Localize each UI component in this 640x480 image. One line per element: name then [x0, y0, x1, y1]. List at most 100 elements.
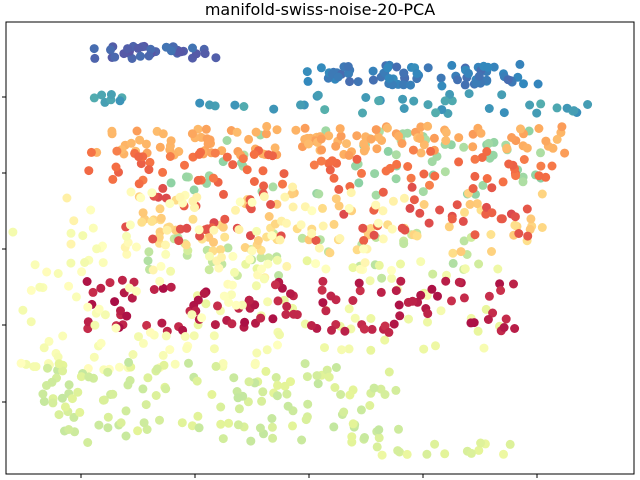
- data-point: [116, 306, 125, 316]
- data-point: [399, 80, 409, 90]
- data-point: [187, 310, 197, 320]
- data-point: [247, 246, 257, 256]
- data-point: [340, 326, 350, 336]
- data-point: [448, 258, 458, 268]
- data-point: [533, 79, 543, 89]
- data-point: [263, 259, 273, 269]
- data-point: [182, 344, 192, 354]
- data-point: [201, 124, 211, 134]
- data-point: [227, 290, 236, 300]
- data-point: [90, 53, 100, 63]
- data-point: [244, 377, 254, 387]
- data-point: [311, 259, 321, 269]
- data-point: [430, 439, 440, 449]
- data-point: [292, 310, 302, 320]
- data-point: [205, 251, 214, 261]
- data-point: [39, 343, 49, 353]
- data-point: [391, 385, 401, 395]
- data-point: [516, 124, 525, 134]
- data-point: [302, 372, 312, 382]
- data-point: [193, 411, 203, 421]
- data-point: [116, 418, 126, 428]
- data-point: [267, 414, 277, 423]
- data-point: [143, 256, 153, 266]
- data-point: [302, 256, 312, 266]
- data-point: [348, 296, 358, 305]
- data-point: [412, 231, 422, 241]
- data-point: [366, 345, 376, 355]
- data-point: [423, 121, 433, 131]
- data-point: [470, 171, 480, 181]
- data-point: [335, 234, 345, 243]
- data-point: [378, 187, 388, 197]
- data-point: [464, 68, 473, 78]
- data-point: [502, 143, 512, 153]
- data-point: [396, 259, 405, 269]
- data-point: [156, 261, 166, 271]
- data-point: [149, 285, 159, 294]
- data-point: [345, 390, 355, 400]
- data-point: [448, 248, 458, 258]
- data-point: [126, 187, 136, 197]
- data-point: [391, 150, 401, 160]
- data-point: [360, 433, 369, 442]
- data-point: [166, 282, 176, 292]
- data-point: [320, 343, 329, 353]
- data-point: [301, 415, 311, 425]
- data-point: [133, 43, 143, 53]
- data-point: [166, 136, 176, 146]
- data-point: [537, 223, 547, 232]
- data-point: [337, 345, 347, 355]
- data-point: [78, 231, 88, 241]
- data-point: [503, 75, 513, 85]
- data-point: [325, 165, 335, 175]
- data-point: [339, 407, 349, 417]
- data-point: [484, 291, 494, 301]
- data-point: [162, 225, 172, 235]
- data-point: [483, 62, 493, 72]
- data-point: [233, 420, 243, 430]
- data-point: [454, 133, 464, 143]
- data-point: [419, 169, 429, 179]
- data-point: [431, 108, 441, 118]
- axes-frame: [5, 21, 635, 475]
- data-point: [474, 71, 484, 81]
- data-point: [103, 423, 113, 433]
- data-point: [447, 296, 456, 306]
- data-point: [352, 154, 362, 164]
- data-point: [329, 219, 339, 229]
- data-point: [234, 225, 244, 235]
- data-point: [26, 317, 36, 327]
- data-point: [181, 172, 191, 182]
- data-point: [252, 348, 262, 358]
- data-point: [192, 376, 202, 386]
- data-point: [273, 296, 283, 306]
- data-point: [399, 193, 409, 203]
- data-point: [229, 373, 239, 383]
- data-point: [272, 255, 282, 265]
- data-point: [176, 47, 186, 57]
- data-point: [193, 295, 203, 305]
- data-point: [385, 163, 395, 173]
- data-point: [486, 230, 496, 239]
- data-point: [238, 154, 248, 164]
- data-point: [263, 297, 273, 307]
- data-point: [321, 264, 331, 274]
- data-point: [216, 245, 225, 255]
- data-point: [416, 122, 426, 132]
- data-point: [222, 136, 232, 145]
- data-point: [133, 426, 143, 436]
- data-point: [342, 139, 351, 149]
- data-point: [268, 314, 278, 324]
- data-point: [418, 187, 428, 197]
- data-point: [189, 331, 199, 341]
- data-point: [368, 66, 378, 76]
- data-point: [374, 433, 384, 443]
- data-point: [499, 449, 508, 459]
- data-point: [60, 402, 70, 412]
- data-point: [247, 197, 257, 207]
- data-point: [194, 423, 204, 433]
- data-point: [270, 143, 280, 153]
- data-point: [180, 160, 189, 170]
- data-point: [281, 310, 291, 319]
